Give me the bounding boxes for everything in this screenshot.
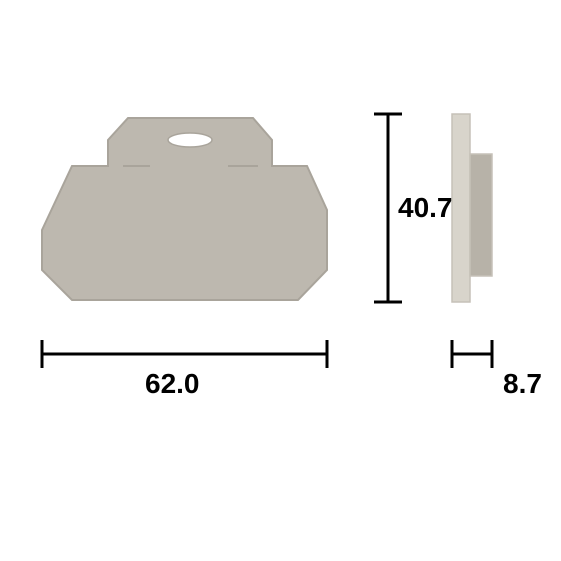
dimension-thickness-label: 8.7 <box>503 368 542 400</box>
mount-slot <box>168 133 212 147</box>
dimension-width-label: 62.0 <box>145 368 200 400</box>
brake-pad-side-plate <box>452 114 470 302</box>
diagram-svg <box>0 0 561 561</box>
dimension-height-label: 40.7 <box>398 192 453 224</box>
brake-pad-side-friction <box>470 154 492 276</box>
diagram-stage: 62.0 40.7 8.7 <box>0 0 561 561</box>
